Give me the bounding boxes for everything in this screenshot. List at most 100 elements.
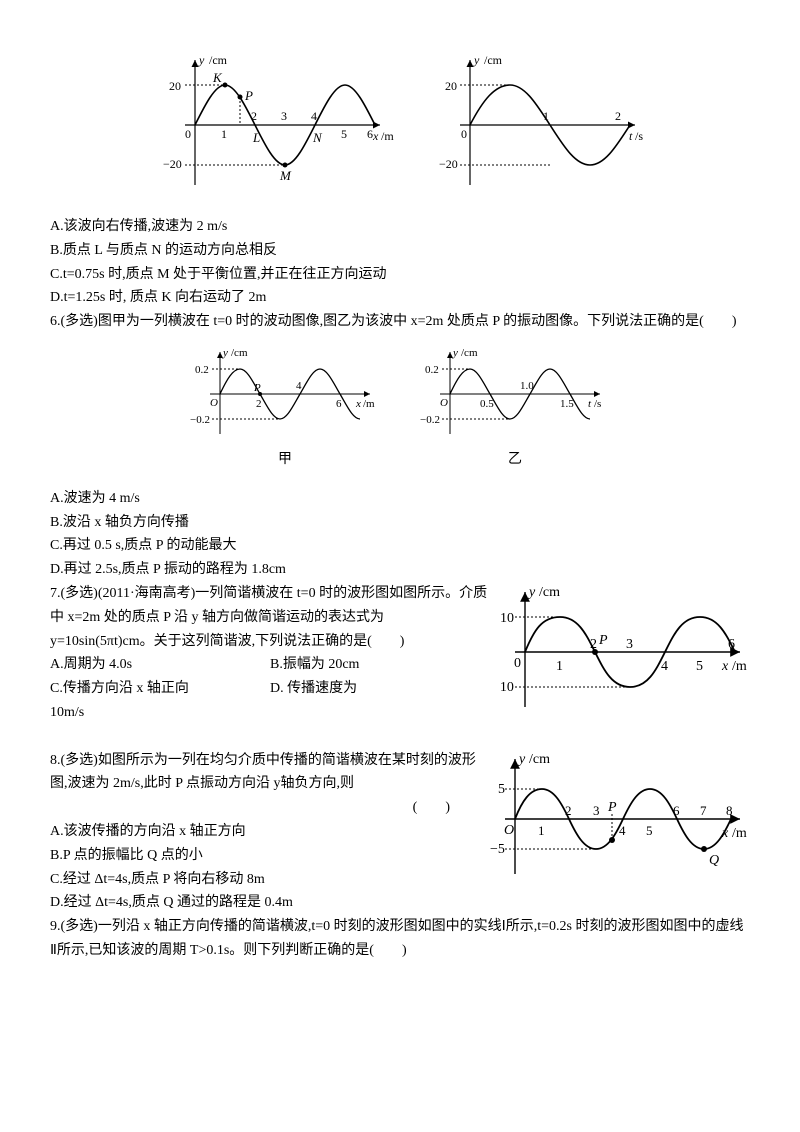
q5-opt-b: B.质点 L 与质点 N 的运动方向总相反 [50,239,750,263]
q7-opt-b: B.振幅为 20cm [270,653,490,677]
svg-text:4: 4 [296,380,302,392]
svg-text:1: 1 [538,823,545,838]
svg-text:6: 6 [367,127,373,141]
fig5-left: y/cm x/m 20 −20 0 123 456 K P L M N [155,50,395,200]
q7-opt-a: A.周期为 4.0s [50,653,270,677]
q6-opt-d: D.再过 2.5s,质点 P 振动的路程为 1.8cm [50,558,750,582]
svg-text:−20: −20 [439,157,458,171]
svg-text:x: x [721,826,729,841]
svg-text:−0.2: −0.2 [420,414,440,426]
q8-opt-b: B.P 点的振幅比 Q 点的小 [50,844,480,868]
svg-text:0.5: 0.5 [480,398,494,410]
q5-opt-a: A.该波向右传播,波速为 2 m/s [50,215,750,239]
svg-text:/m: /m [732,659,747,674]
fig6-row: y/cm x/m 0.2 −0.2 O 2 4 6 P 甲 y/cm t/s 0.2… [50,344,750,472]
svg-text:/cm: /cm [539,585,560,600]
svg-text:20: 20 [445,79,457,93]
svg-text:4: 4 [661,659,668,674]
svg-text:1: 1 [221,127,227,141]
svg-text:/cm: /cm [231,347,248,359]
svg-text:O: O [210,397,218,409]
fig8: y/cm x/m 5 −5 O 123 456 78 P Q [490,749,750,889]
svg-text:/cm: /cm [529,752,550,767]
q6-opt-a: A.波速为 4 m/s [50,487,750,511]
q7-extra: 10m/s [50,701,490,725]
svg-text:10: 10 [500,611,514,626]
svg-text:−5: −5 [490,842,505,857]
svg-text:x: x [721,659,729,674]
svg-text:1.5: 1.5 [560,398,574,410]
svg-text:Q: Q [709,853,719,868]
svg-text:−10: −10 [500,680,514,695]
svg-text:5: 5 [341,127,347,141]
svg-text:P: P [244,88,253,103]
svg-text:2: 2 [256,398,262,410]
svg-text:2: 2 [251,109,257,123]
svg-text:6: 6 [336,398,342,410]
q5-opt-c: C.t=0.75s 时,质点 M 处于平衡位置,并正在往正方向运动 [50,263,750,287]
svg-text:N: N [312,130,323,145]
q6-opt-b: B.波沿 x 轴负方向传播 [50,511,750,535]
fig7: y/cm x/m 10 −10 0 123 456 P [500,582,750,722]
q8-opt-c: C.经过 Δt=4s,质点 P 将向右移动 8m [50,868,480,892]
q8-stem: 8.(多选)如图所示为一列在均匀介质中传播的简谐横波在某时刻的波形图,波速为 2… [50,749,480,797]
svg-text:L: L [252,130,260,145]
svg-text:/s: /s [594,398,601,410]
svg-text:6: 6 [673,803,680,818]
q9-stem: 9.(多选)一列沿 x 轴正方向传播的简谐横波,t=0 时刻的波形图如图中的实线… [50,915,750,963]
fig6-right: y/cm t/s 0.2 −0.2 O 0.51.01.5 [420,344,610,444]
svg-text:3: 3 [281,109,287,123]
fig6-left-caption: 甲 [278,448,292,472]
svg-text:y: y [222,347,228,359]
svg-text:O: O [440,397,448,409]
svg-text:t: t [588,398,592,410]
svg-text:P: P [598,633,608,648]
svg-text:−0.2: −0.2 [190,414,210,426]
svg-text:0: 0 [185,127,191,141]
svg-text:O: O [504,823,514,838]
fig5-row: y/cm x/m 20 −20 0 123 456 K P L M N y/cm… [50,50,750,200]
svg-text:2: 2 [615,109,621,123]
svg-text:4: 4 [311,109,317,123]
svg-text:x: x [372,129,379,143]
svg-text:0.2: 0.2 [195,364,209,376]
svg-text:/cm: /cm [209,53,228,67]
svg-text:8: 8 [726,803,733,818]
svg-text:5: 5 [498,782,505,797]
svg-text:y: y [473,53,480,67]
svg-text:/m: /m [381,129,394,143]
q6-stem: 6.(多选)图甲为一列横波在 t=0 时的波动图像,图乙为该波中 x=2m 处质… [50,310,750,334]
svg-text:0: 0 [461,127,467,141]
fig5-right: y/cm t/s 20 −20 0 12 [435,50,645,200]
fig6-right-caption: 乙 [508,448,522,472]
svg-text:1: 1 [556,659,563,674]
svg-text:−20: −20 [163,157,182,171]
svg-text:P: P [607,800,617,815]
svg-text:y: y [527,585,536,600]
svg-text:0.2: 0.2 [425,364,439,376]
svg-text:M: M [279,168,292,183]
svg-text:5: 5 [696,659,703,674]
q8-opt-a: A.该波传播的方向沿 x 轴正方向 [50,820,480,844]
svg-text:K: K [212,70,223,85]
svg-text:0: 0 [514,656,521,671]
q5-opt-d: D.t=1.25s 时, 质点 K 向右运动了 2m [50,286,750,310]
svg-text:3: 3 [593,803,600,818]
q8-blank: ( ) [50,796,480,820]
q7-opt-c: C.传播方向沿 x 轴正向 [50,677,270,701]
q7-opt-d: D. 传播速度为 [270,677,490,701]
svg-text:y: y [517,752,526,767]
svg-text:7: 7 [700,803,707,818]
svg-text:/m: /m [363,398,375,410]
svg-text:P: P [253,382,261,394]
svg-text:/cm: /cm [461,347,478,359]
svg-text:/s: /s [635,129,643,143]
fig6-left: y/cm x/m 0.2 −0.2 O 2 4 6 P [190,344,380,444]
svg-text:/m: /m [732,826,747,841]
svg-text:x: x [355,398,361,410]
svg-text:y: y [452,347,458,359]
q7-stem: 7.(多选)(2011·海南高考)一列简谐横波在 t=0 时的波形图如图所示。介… [50,582,490,653]
q6-opt-c: C.再过 0.5 s,质点 P 的动能最大 [50,534,750,558]
svg-text:3: 3 [626,637,633,652]
svg-text:5: 5 [646,823,653,838]
